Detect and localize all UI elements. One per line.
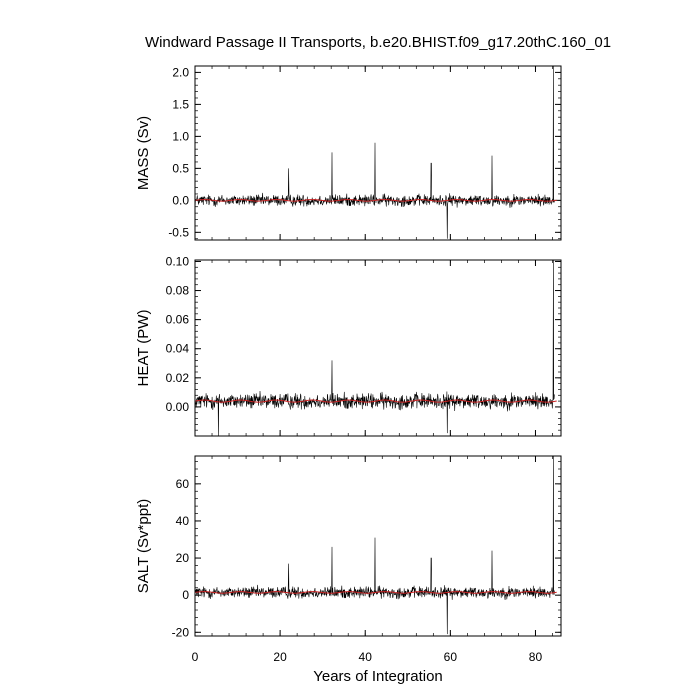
chart-panels: -0.5 0.0 0.5 1.0 1.5 2.0 MASS (Sv) 0.00 0.02 0.04… — [135, 65, 562, 685]
raw-series-line — [194, 455, 555, 635]
y-tick-label: 1.5 — [172, 97, 189, 111]
y-axis-label: HEAT (PW) — [135, 310, 152, 387]
panel-mass: -0.5 0.0 0.5 1.0 1.5 2.0 MASS (Sv) — [135, 65, 562, 241]
smoothed-series-line — [194, 399, 557, 403]
smoothed-series-line — [194, 591, 557, 594]
y-tick-label: 0 — [182, 588, 189, 602]
x-tick-label: 40 — [359, 650, 373, 664]
y-tick-label: 2.0 — [172, 65, 189, 79]
y-tick-label: 40 — [176, 514, 190, 528]
y-tick-label: 0.02 — [166, 371, 190, 385]
x-tick-label: 0 — [192, 650, 199, 664]
y-axis-label: SALT (Sv*ppt) — [135, 499, 152, 593]
chart-title: Windward Passage II Transports, b.e20.BH… — [145, 34, 611, 51]
smoothed-series-line — [194, 199, 557, 202]
y-tick-label: 60 — [176, 477, 190, 491]
panel-frame — [194, 65, 562, 241]
y-tick-label: 0.04 — [166, 342, 190, 356]
y-tick-label: 0.00 — [166, 400, 190, 414]
panel-heat: 0.00 0.02 0.04 0.06 0.08 0.10 HEAT (PW) — [135, 254, 562, 437]
y-tick-label: 0.08 — [166, 284, 190, 298]
raw-series-line — [194, 65, 555, 239]
y-tick-label: 0.10 — [166, 254, 190, 268]
x-tick-label: 80 — [529, 650, 543, 664]
y-tick-label: 1.0 — [172, 129, 189, 143]
y-tick-label: 0.5 — [172, 161, 189, 175]
raw-series-line — [194, 259, 555, 437]
y-tick-label: 0.0 — [172, 193, 189, 207]
panel-frame — [194, 259, 562, 437]
y-tick-label: 0.06 — [166, 313, 190, 327]
x-axis-label: Years of Integration — [313, 668, 443, 685]
x-tick-label: 60 — [444, 650, 458, 664]
y-tick-label: 20 — [176, 551, 190, 565]
y-tick-label: -20 — [172, 625, 190, 639]
y-tick-label: -0.5 — [168, 225, 189, 239]
panel-frame — [194, 455, 562, 637]
y-axis-label: MASS (Sv) — [135, 116, 152, 190]
x-tick-label: 20 — [273, 650, 287, 664]
